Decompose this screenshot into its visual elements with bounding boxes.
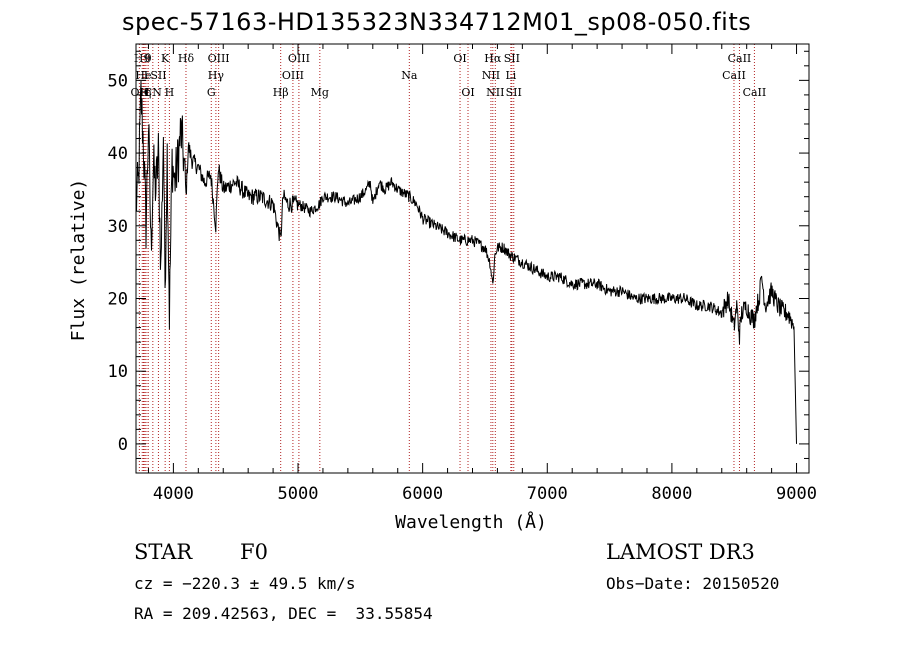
- line-label: θ: [145, 52, 152, 65]
- line-label: SII: [504, 52, 520, 65]
- line-label: H: [165, 86, 175, 99]
- line-label: NII: [482, 69, 500, 82]
- subclass: F0: [240, 540, 268, 564]
- line-label: CN: [144, 86, 162, 99]
- y-tick-label: 30: [108, 217, 128, 237]
- y-tick-label: 50: [108, 71, 128, 91]
- line-label: NII: [486, 86, 504, 99]
- line-label: CaII: [743, 86, 767, 99]
- axes-frame: [135, 43, 810, 474]
- x-tick-label: 7000: [527, 484, 568, 504]
- line-label: OI: [453, 52, 466, 65]
- survey-name: LAMOST DR3: [606, 540, 755, 564]
- line-label: Hγ: [208, 69, 225, 82]
- line-label: OII: [131, 86, 149, 99]
- coordinates: RA = 209.42563, DEC = 33.55854: [134, 604, 433, 623]
- redshift-cz: cz = −220.3 ± 49.5 km/s: [134, 574, 356, 593]
- line-label: H9: [134, 52, 151, 65]
- x-tick-label: 8000: [651, 484, 692, 504]
- line-label: Hβ: [273, 86, 289, 99]
- line-label: Li: [505, 69, 516, 82]
- axis-ticks: 4000 5000 6000 7000 8000 9000 0 10 20 30 40 50: [108, 44, 817, 504]
- line-label: G: [207, 86, 216, 99]
- line-label: Na: [401, 69, 418, 82]
- line-label: Mg: [311, 86, 329, 99]
- line-label: η: [145, 86, 152, 99]
- x-tick-label: 4000: [153, 484, 194, 504]
- line-label: SII: [506, 86, 522, 99]
- line-label: OI: [461, 86, 474, 99]
- obs-date: Obs−Date: 20150520: [606, 574, 780, 593]
- line-label: H: [140, 86, 150, 99]
- y-axis-label: Flux (relative): [68, 179, 89, 342]
- x-tick-label: 6000: [402, 484, 443, 504]
- y-tick-label: 20: [108, 289, 128, 309]
- object-class: STAR: [134, 540, 193, 564]
- line-markers: [138, 44, 755, 473]
- chart-title: spec-57163-HD135323N334712M01_sp08-050.f…: [122, 8, 752, 36]
- y-tick-label: 10: [108, 362, 128, 382]
- line-label: CaII: [722, 69, 746, 82]
- line-label: He: [135, 69, 151, 82]
- line-label: K: [161, 52, 170, 65]
- line-label: CaII: [728, 52, 752, 65]
- line-label: SII: [150, 69, 166, 82]
- line-label: OIII: [208, 52, 230, 65]
- spectrum-line: [135, 80, 797, 444]
- y-tick-label: 0: [118, 435, 128, 455]
- line-label: OIII: [288, 52, 310, 65]
- x-axis-label: Wavelength (Å): [395, 511, 547, 533]
- line-label: Hδ: [178, 52, 195, 65]
- y-tick-label: 40: [108, 144, 128, 164]
- line-label: I: [144, 69, 148, 82]
- line-label: OIII: [282, 69, 304, 82]
- line-label: Hα: [484, 52, 502, 65]
- x-tick-label: 9000: [776, 484, 817, 504]
- x-tick-label: 5000: [278, 484, 319, 504]
- plot-frame: [135, 43, 810, 474]
